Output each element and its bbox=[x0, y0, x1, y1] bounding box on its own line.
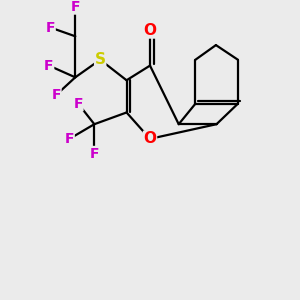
Text: F: F bbox=[70, 0, 80, 14]
Text: F: F bbox=[74, 97, 83, 111]
Text: F: F bbox=[90, 146, 99, 161]
Text: S: S bbox=[95, 52, 106, 67]
Text: F: F bbox=[65, 132, 74, 146]
Text: F: F bbox=[52, 88, 61, 102]
Text: O: O bbox=[143, 23, 157, 38]
Text: F: F bbox=[46, 20, 55, 34]
Text: F: F bbox=[44, 58, 54, 73]
Text: O: O bbox=[143, 131, 157, 146]
